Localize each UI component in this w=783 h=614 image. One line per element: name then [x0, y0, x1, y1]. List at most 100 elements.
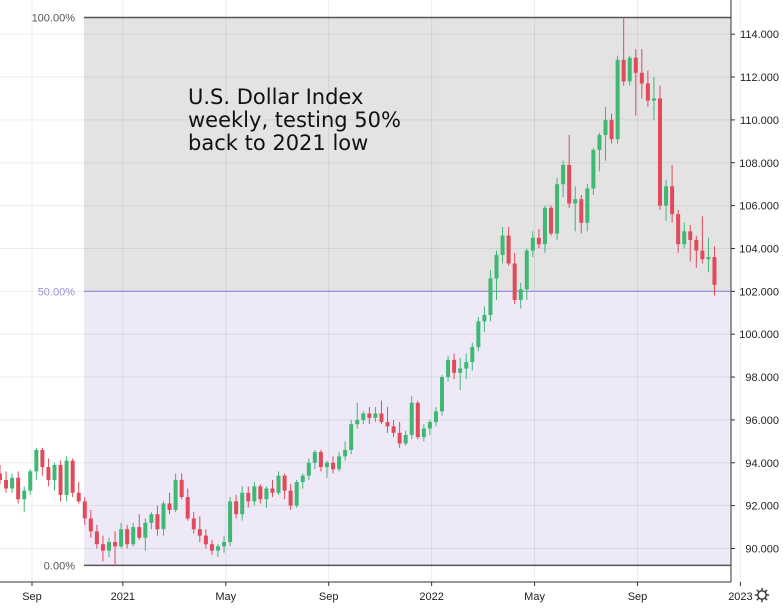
- candle-up: [518, 282, 523, 309]
- candle-down: [712, 246, 717, 296]
- candle-up: [706, 237, 711, 273]
- candle-up: [446, 355, 451, 382]
- candle-up: [488, 269, 493, 322]
- candle-down: [536, 229, 541, 249]
- candle-down: [609, 113, 614, 144]
- price-tick-label: 90.000: [745, 544, 779, 556]
- candle-up: [306, 458, 311, 480]
- candle-body: [258, 486, 263, 500]
- candle-up: [131, 522, 136, 547]
- candle-body: [185, 497, 190, 519]
- candle-body: [331, 462, 336, 470]
- candle-up: [573, 186, 578, 232]
- candle-body: [591, 149, 596, 189]
- candle-body: [482, 314, 487, 322]
- candle-body: [567, 164, 572, 204]
- candle-body: [324, 462, 329, 468]
- price-tick-label: 112.000: [740, 72, 779, 84]
- candle-up: [276, 471, 281, 495]
- candle-body: [415, 402, 420, 438]
- candle-up: [349, 419, 354, 455]
- candle-down: [288, 484, 293, 510]
- candle-body: [452, 359, 457, 373]
- candle-body: [397, 432, 402, 444]
- candle-down: [639, 49, 644, 99]
- candle-body: [500, 235, 505, 255]
- candle-body: [46, 467, 51, 480]
- candle-up: [294, 479, 299, 508]
- candle-body: [64, 460, 69, 495]
- candle-down: [452, 353, 457, 380]
- candle-up: [361, 411, 366, 425]
- candle-body: [228, 501, 233, 543]
- candle-up: [494, 250, 499, 300]
- candle-up: [403, 430, 408, 446]
- candle-body: [391, 426, 396, 433]
- candle-down: [379, 400, 384, 425]
- candle-down: [191, 512, 196, 534]
- candle-down: [16, 471, 21, 504]
- candle-down: [549, 205, 554, 236]
- candle-up: [52, 462, 57, 491]
- candle-up: [173, 473, 178, 513]
- candle-down: [197, 516, 202, 543]
- fib-zone-lower: [84, 291, 731, 566]
- price-tick-label: 110.000: [740, 115, 779, 127]
- candle-body: [276, 475, 281, 493]
- candle-body: [470, 347, 475, 363]
- time-tick-label: 2023: [728, 591, 752, 603]
- candle-down: [367, 407, 372, 425]
- candle-body: [694, 239, 699, 251]
- candle-up: [252, 482, 257, 506]
- candle-body: [549, 207, 554, 234]
- candle-down: [282, 473, 287, 500]
- candle-down: [137, 514, 142, 540]
- candle-up: [300, 473, 305, 489]
- candle-up: [373, 407, 378, 423]
- candle-up: [119, 522, 124, 549]
- candle-body: [506, 235, 511, 264]
- candle-down: [4, 471, 9, 493]
- candle-body: [573, 199, 578, 204]
- candle-body: [706, 257, 711, 260]
- candle-up: [10, 473, 15, 493]
- candle-body: [222, 542, 227, 547]
- candle-body: [119, 529, 124, 547]
- candle-up: [627, 55, 632, 86]
- candle-body: [464, 362, 469, 369]
- candle-down: [579, 194, 584, 234]
- candle-down: [209, 539, 214, 555]
- candle-body: [585, 188, 590, 223]
- gear-icon[interactable]: [752, 585, 772, 605]
- candle-up: [343, 441, 348, 461]
- candle-body: [106, 542, 111, 551]
- candle-body: [203, 535, 208, 545]
- candle-body: [58, 464, 63, 495]
- candle-body: [149, 514, 154, 523]
- candle-body: [294, 482, 299, 506]
- candle-up: [28, 469, 33, 495]
- candle-body: [240, 492, 245, 515]
- candle-body: [440, 377, 445, 412]
- time-tick-label: Sep: [22, 591, 42, 603]
- candle-down: [125, 524, 130, 549]
- candle-up: [433, 407, 438, 427]
- candle-body: [603, 119, 608, 135]
- candle-body: [524, 250, 529, 290]
- candle-body: [700, 250, 705, 260]
- candle-down: [676, 209, 681, 253]
- candle-up: [470, 342, 475, 371]
- price-tick-label: 100.000: [739, 329, 779, 341]
- candle-body: [173, 479, 178, 510]
- time-tick-label: Sep: [319, 591, 339, 603]
- candle-body: [530, 237, 535, 251]
- candle-down: [246, 486, 251, 508]
- candle-body: [215, 546, 220, 551]
- price-tick-label: 98.000: [745, 372, 779, 384]
- time-tick-label: Sep: [628, 591, 648, 603]
- price-axis: 90.000 92.000 94.000 96.000 98.000 100.000 102…: [730, 0, 779, 582]
- candle-body: [488, 278, 493, 315]
- candle-down: [694, 235, 699, 268]
- price-tick-label: 92.000: [745, 501, 779, 513]
- candle-down: [185, 488, 190, 521]
